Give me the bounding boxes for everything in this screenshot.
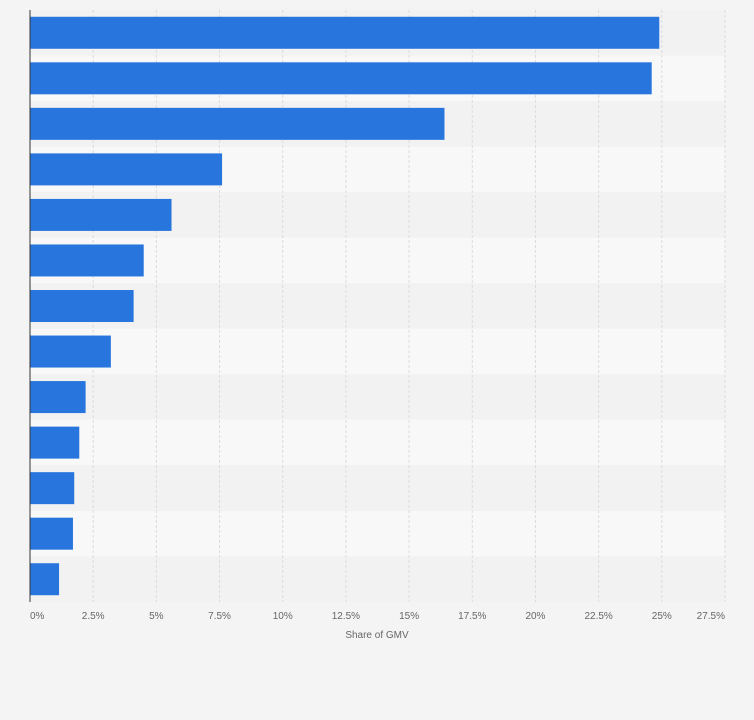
- row-band: [30, 237, 725, 284]
- bar[interactable]: [30, 198, 172, 231]
- bar[interactable]: [30, 381, 86, 414]
- bar[interactable]: [30, 472, 75, 505]
- bars: [30, 16, 660, 596]
- bar[interactable]: [30, 426, 80, 459]
- row-band: [30, 328, 725, 375]
- x-tick-label: 27.5%: [697, 611, 725, 622]
- bar[interactable]: [30, 290, 134, 322]
- row-band: [30, 419, 725, 466]
- bar[interactable]: [30, 335, 111, 368]
- x-tick-label: 17.5%: [458, 611, 486, 622]
- x-tick-label: 12.5%: [332, 611, 360, 622]
- x-tick-label: 20%: [525, 611, 545, 622]
- x-tick-label: 25%: [652, 611, 672, 622]
- x-tick-label: 5%: [149, 611, 164, 622]
- x-axis-title: Share of GMV: [345, 630, 409, 641]
- x-tick-label: 7.5%: [208, 611, 231, 622]
- x-tick-label: 0%: [30, 611, 45, 622]
- x-axis-ticks: 0% 2.5% 5% 7.5% 10% 12.5% 15% 17.5% 20% 22.5% 25% 2…: [30, 611, 725, 622]
- x-tick-label: 22.5%: [584, 611, 612, 622]
- row-band: [30, 510, 725, 557]
- bar[interactable]: [30, 153, 223, 186]
- row-band: [30, 556, 725, 602]
- bar[interactable]: [30, 107, 445, 140]
- bar[interactable]: [30, 62, 652, 95]
- bar[interactable]: [30, 16, 660, 49]
- row-band: [30, 283, 725, 329]
- x-tick-label: 2.5%: [82, 611, 105, 622]
- bar[interactable]: [30, 563, 60, 596]
- row-band: [30, 465, 725, 511]
- row-band: [30, 374, 725, 420]
- row-bands: [30, 10, 725, 602]
- x-tick-label: 15%: [399, 611, 419, 622]
- x-tick-label: 10%: [273, 611, 293, 622]
- bar[interactable]: [30, 244, 144, 277]
- bar[interactable]: [30, 517, 73, 550]
